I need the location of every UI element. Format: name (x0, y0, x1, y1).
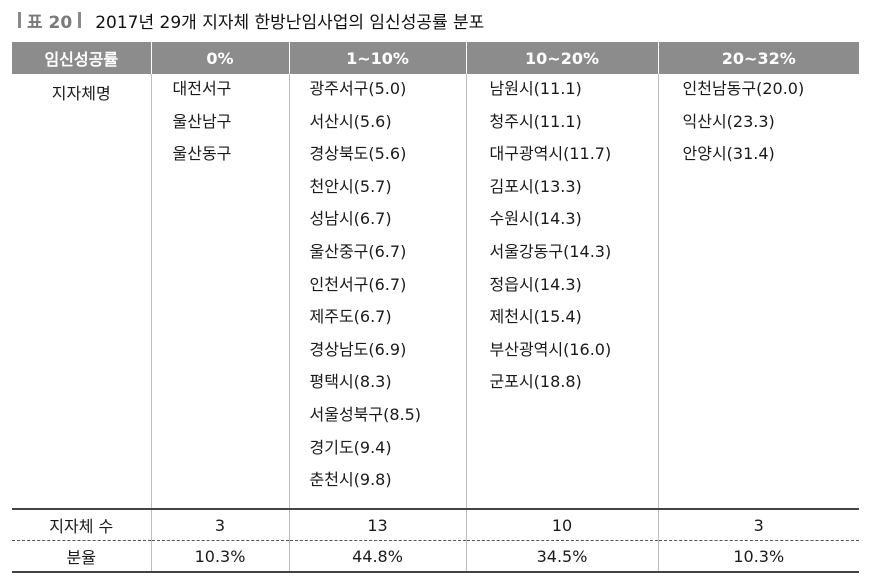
municipality-item: 남원시(11.1) (489, 79, 582, 98)
count-row: 지자체 수 3 13 10 3 (12, 508, 859, 541)
municipality-item: 서울성북구(8.5) (309, 404, 422, 424)
municipality-item: 대전서구 (172, 79, 232, 98)
municipality-item: 정읍시(14.3) (489, 274, 582, 294)
municipality-item: 울산중구(6.7) (309, 241, 407, 261)
municipality-item: 인천서구(6.7) (309, 274, 407, 294)
caption-bar-right (78, 12, 82, 28)
ratio-value: 34.5% (465, 540, 658, 573)
municipality-item: 청주시(11.1) (489, 111, 582, 131)
municipality-item: 인천남동구(20.0) (682, 79, 805, 98)
row-header-municipality: 지자체명 (51, 84, 111, 103)
count-value: 13 (288, 508, 466, 541)
header-1-10pct: 1~10% (288, 42, 466, 74)
count-value: 3 (657, 508, 859, 541)
count-label: 지자체 수 (12, 508, 151, 541)
municipality-item: 울산동구 (172, 144, 232, 164)
ratio-value: 10.3% (150, 540, 289, 573)
municipality-item: 제천시(15.4) (489, 307, 582, 327)
municipality-item: 천안시(5.7) (309, 176, 392, 196)
column-1-10pct: 광주서구(5.0) 서산시(5.6) 경상북도(5.6) 천안시(5.7) 성남시(6.… (288, 74, 466, 509)
count-value: 10 (465, 508, 658, 541)
municipality-item: 서산시(5.6) (309, 111, 392, 131)
column-10-20pct: 남원시(11.1) 청주시(11.1) 대구광역시(11.7) 김포시(13.3) 수원… (465, 74, 658, 509)
header-row: 임신성공률 0% 1~10% 10~20% 20~32% (12, 42, 859, 74)
ratio-value: 10.3% (657, 540, 859, 573)
municipality-item: 대구광역시(11.7) (489, 144, 612, 164)
column-20-32pct: 인천남동구(20.0) 익산시(23.3) 안양시(31.4) (657, 74, 859, 509)
municipality-item: 경상북도(5.6) (309, 144, 407, 164)
municipality-item: 수원시(14.3) (489, 209, 582, 229)
municipality-item: 광주서구(5.0) (309, 79, 407, 98)
header-20-32pct: 20~32% (657, 42, 859, 74)
municipality-item: 경상남도(6.9) (309, 339, 407, 359)
municipality-item: 울산남구 (172, 111, 232, 131)
caption-title: 2017년 29개 지자체 한방난임사업의 임신성공률 분포 (95, 12, 485, 33)
municipality-item: 춘천시(9.8) (309, 470, 392, 490)
municipality-item: 안양시(31.4) (682, 144, 775, 164)
municipality-item: 경기도(9.4) (309, 437, 392, 457)
municipality-item: 군포시(18.8) (489, 372, 582, 392)
ratio-row: 분율 10.3% 44.8% 34.5% 10.3% (12, 540, 859, 573)
ratio-value: 44.8% (288, 540, 466, 573)
municipality-item: 성남시(6.7) (309, 209, 392, 229)
table-caption: 표 20 2017년 29개 지자체 한방난임사업의 임신성공률 분포 (18, 8, 485, 33)
header-success-rate: 임신성공률 (12, 42, 151, 74)
ratio-label: 분율 (12, 540, 151, 573)
municipality-item: 평택시(8.3) (309, 372, 392, 392)
municipality-item: 제주도(6.7) (309, 307, 392, 327)
header-0pct: 0% (150, 42, 289, 74)
municipality-item: 서울강동구(14.3) (489, 241, 612, 261)
header-10-20pct: 10~20% (465, 42, 658, 74)
municipality-item: 부산광역시(16.0) (489, 339, 612, 359)
caption-bar-left (18, 12, 21, 28)
municipality-item: 익산시(23.3) (682, 111, 775, 131)
count-value: 3 (150, 508, 289, 541)
caption-label: 표 20 (27, 12, 73, 33)
municipality-item: 김포시(13.3) (489, 176, 582, 196)
